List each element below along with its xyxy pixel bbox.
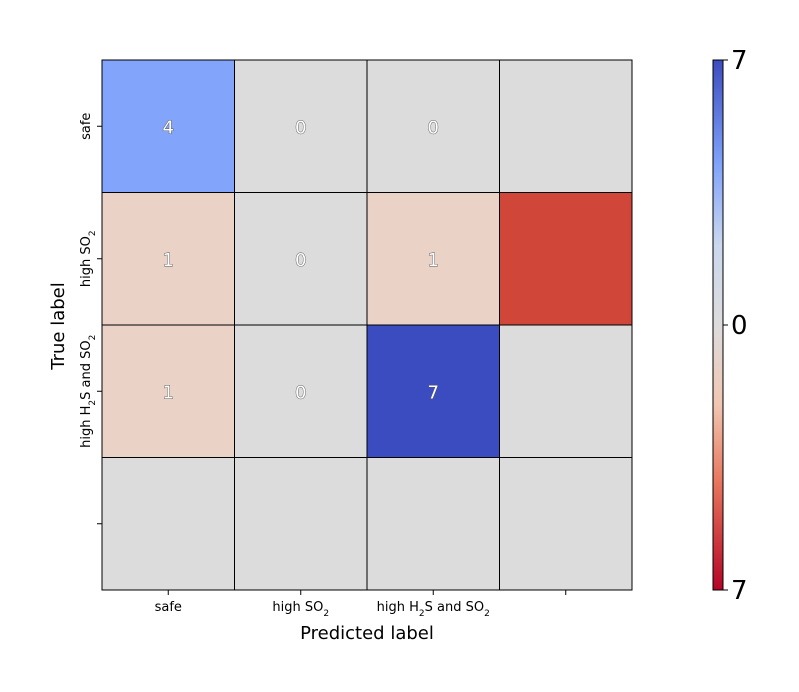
heatmap-cell-r3-c1 (234, 457, 368, 591)
colorbar: 7 0 7 (712, 46, 748, 606)
colorbar-ticks: 7 0 7 (723, 46, 748, 606)
y-tick-label-0: safe (79, 113, 94, 140)
heatmap-cell-r3-c2 (366, 457, 500, 591)
cell-annotation-r0-c0: 4 (163, 117, 174, 138)
heatmap-cell-r3-c0 (101, 457, 235, 591)
heatmap-cell-r0-c0 (101, 59, 235, 193)
heatmap-cell-r3-c3 (499, 457, 633, 591)
cell-annotations: 4 0 0 1 0 1 1 0 7 (162, 117, 439, 404)
heatmap-cell-r0-c2 (366, 59, 500, 193)
colorbar-tick-label-2: 7 (731, 576, 748, 606)
cell-annotation-r1-c0: 1 (163, 250, 174, 271)
cell-annotation-r2-c0: 1 (163, 382, 174, 403)
cell-annotation-r1-c1: 0 (295, 250, 306, 271)
colorbar-tick-label-0: 7 (731, 46, 748, 76)
x-tick-label-2: high H2S and SO2 (377, 600, 490, 619)
y-axis-ticks: safe high SO2 high H2S and SO2 (79, 113, 102, 525)
heatmap-cells (101, 59, 633, 591)
y-tick-label-2: high H2S and SO2 (79, 335, 98, 448)
y-axis-label: True label (48, 282, 69, 371)
heatmap-cell-r2-c1 (234, 324, 368, 458)
heatmap-cell-r0-c1 (234, 59, 368, 193)
heatmap-cell-r1-c2 (366, 192, 500, 326)
cell-annotation-r2-c2: 7 (428, 382, 439, 403)
cell-annotation-r1-c2: 1 (428, 250, 439, 271)
x-tick-label-0: safe (155, 600, 182, 615)
colorbar-tick-label-1: 0 (731, 311, 748, 341)
x-axis-ticks: safe high SO2 high H2S and SO2 (155, 590, 567, 619)
colorbar-bar (712, 59, 724, 591)
cell-annotation-r2-c1: 0 (295, 382, 306, 403)
y-tick-label-1: high SO2 (79, 230, 98, 287)
heatmap-cell-r1-c3 (499, 192, 633, 326)
cell-annotation-r0-c2: 0 (428, 117, 439, 138)
heatmap-cell-r1-c0 (101, 192, 235, 326)
heatmap-cell-r0-c3 (499, 59, 633, 193)
cell-annotation-r0-c1: 0 (295, 117, 306, 138)
x-axis-label: Predicted label (300, 623, 434, 644)
heatmap-cell-r1-c1 (234, 192, 368, 326)
x-tick-label-1: high SO2 (272, 600, 329, 619)
heatmap-cell-r2-c3 (499, 324, 633, 458)
